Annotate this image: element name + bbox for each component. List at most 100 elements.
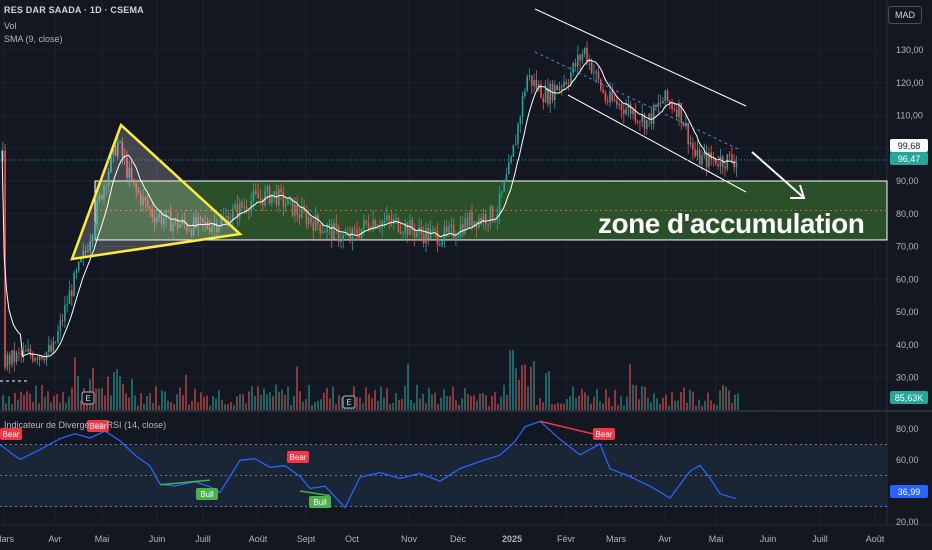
volume-bar xyxy=(467,394,469,410)
volume-bar xyxy=(656,398,658,410)
volume-bar xyxy=(542,402,544,410)
volume-bar xyxy=(62,392,64,410)
sma-legend[interactable]: SMA (9, close) xyxy=(4,34,63,44)
volume-bar xyxy=(128,397,130,410)
volume-bar xyxy=(209,405,211,410)
symbol-title[interactable]: RES DAR SAADA · 1D · CSEMA xyxy=(4,5,144,15)
candle-body xyxy=(84,251,87,252)
volume-bar xyxy=(725,386,727,410)
time-tick-label: Avr xyxy=(48,534,61,544)
candle-body xyxy=(521,95,524,118)
candle-body xyxy=(466,217,469,227)
candle-body xyxy=(220,217,223,227)
candle-body xyxy=(156,217,158,223)
channel-upper-line xyxy=(534,8,747,107)
price-tick-label: 50,00 xyxy=(896,307,919,317)
volume-bar xyxy=(275,384,277,410)
candle-body xyxy=(595,71,597,74)
volume-bar xyxy=(659,403,661,410)
rsi-line xyxy=(0,420,737,509)
candle-body xyxy=(66,304,68,306)
candle-body xyxy=(278,188,280,206)
volume-bar xyxy=(452,386,454,410)
candle-body xyxy=(390,219,393,224)
candle-body xyxy=(186,223,188,231)
candle-body xyxy=(696,149,699,157)
candle-body xyxy=(457,235,459,238)
volume-bar xyxy=(155,386,157,410)
volume-bar xyxy=(605,389,607,410)
volume-bar xyxy=(242,394,244,410)
candle-body xyxy=(468,211,471,227)
rsi-legend[interactable]: Indicateur de Divergence RSI (14, close) xyxy=(4,420,167,430)
volume-bar xyxy=(371,398,373,410)
candle-body xyxy=(574,62,577,67)
candle-body xyxy=(89,241,91,251)
rsi-band xyxy=(0,444,887,507)
bull-divergence-line xyxy=(159,479,211,486)
candle-body xyxy=(432,228,434,230)
candle-body xyxy=(333,223,335,240)
candle-body xyxy=(225,215,227,218)
volume-bar xyxy=(488,405,490,410)
candle-body xyxy=(731,154,733,162)
candle-body xyxy=(473,221,476,227)
candle-body xyxy=(641,114,643,122)
candle-body xyxy=(188,230,190,231)
earnings-label: E xyxy=(346,398,351,407)
volume-bar xyxy=(149,393,151,410)
candle-body xyxy=(128,167,131,178)
time-tick-label: Déc xyxy=(450,534,467,544)
volume-bar xyxy=(2,395,4,410)
candle-body xyxy=(82,251,85,259)
volume-bar xyxy=(107,376,109,410)
candle-body xyxy=(307,217,310,225)
candle-body xyxy=(250,200,252,212)
candle-body xyxy=(11,350,13,365)
price-tick-label: 120,00 xyxy=(896,78,924,88)
volume-bar xyxy=(473,395,475,410)
candle-body xyxy=(514,143,517,146)
candle-body xyxy=(160,214,163,225)
candle-body xyxy=(77,261,80,271)
candle-body xyxy=(48,345,50,352)
candle-body xyxy=(110,154,112,172)
price-tick-label: 70,00 xyxy=(896,242,919,252)
volume-bar xyxy=(713,403,715,410)
candle-body xyxy=(549,83,551,104)
volume-bar xyxy=(581,388,583,410)
candle-body xyxy=(199,216,202,219)
volume-bar xyxy=(335,404,337,410)
candle-body xyxy=(422,233,425,244)
candle-body xyxy=(471,211,473,227)
volume-bar xyxy=(497,404,499,410)
volume-bar xyxy=(527,386,529,410)
candle-body xyxy=(91,235,94,242)
candle-body xyxy=(236,204,239,218)
candle-body xyxy=(386,215,388,221)
volume-bar xyxy=(47,391,49,410)
channel-midline xyxy=(534,51,741,151)
volume-bar xyxy=(734,394,736,410)
time-tick-label: 2025 xyxy=(502,534,522,544)
volume-bar xyxy=(341,397,343,410)
candle-body xyxy=(130,167,133,180)
volume-legend[interactable]: Vol xyxy=(4,21,17,31)
candle-body xyxy=(604,92,607,101)
candle-body xyxy=(443,226,446,242)
bull-divergence-line xyxy=(299,490,331,497)
candle-body xyxy=(271,194,273,204)
volume-bar xyxy=(701,405,703,410)
candle-body xyxy=(319,224,321,234)
volume-bar xyxy=(320,399,322,410)
candle-body xyxy=(241,202,243,208)
candle-body xyxy=(151,208,154,218)
candle-body xyxy=(455,237,457,239)
candle-body xyxy=(105,185,108,187)
volume-bar xyxy=(389,404,391,410)
volume-bar xyxy=(683,387,685,410)
candle-body xyxy=(261,198,264,206)
volume-bar xyxy=(296,366,298,410)
volume-bar xyxy=(236,396,238,410)
currency-button[interactable]: MAD xyxy=(888,6,922,24)
